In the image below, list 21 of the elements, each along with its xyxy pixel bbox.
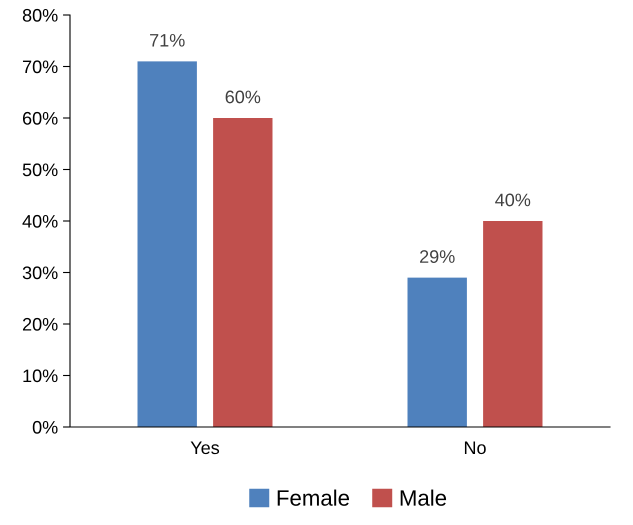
bar [483, 221, 542, 427]
legend-label: Female [278, 490, 350, 506]
y-tick-label: 70% [22, 60, 58, 74]
y-tick-label: 80% [22, 8, 58, 22]
x-tick-label: Yes [190, 442, 220, 454]
y-tick-label: 60% [22, 112, 58, 125]
y-tick-label: 30% [22, 266, 58, 280]
y-tick-label: 10% [23, 369, 58, 382]
y-tick-label: 0% [32, 420, 58, 434]
y-tick-label: 20% [22, 318, 58, 331]
legend-label: Male [400, 490, 446, 506]
x-tick-label: No [464, 442, 486, 454]
y-tick-label: 40% [22, 214, 58, 228]
bar [408, 278, 467, 427]
data-label: 29% [420, 250, 455, 263]
bar [213, 118, 272, 427]
y-tick-label: 50% [22, 163, 58, 176]
bar [138, 61, 197, 427]
data-label: 40% [495, 194, 530, 206]
data-label: 60% [226, 90, 260, 104]
data-label: 71% [150, 34, 185, 47]
